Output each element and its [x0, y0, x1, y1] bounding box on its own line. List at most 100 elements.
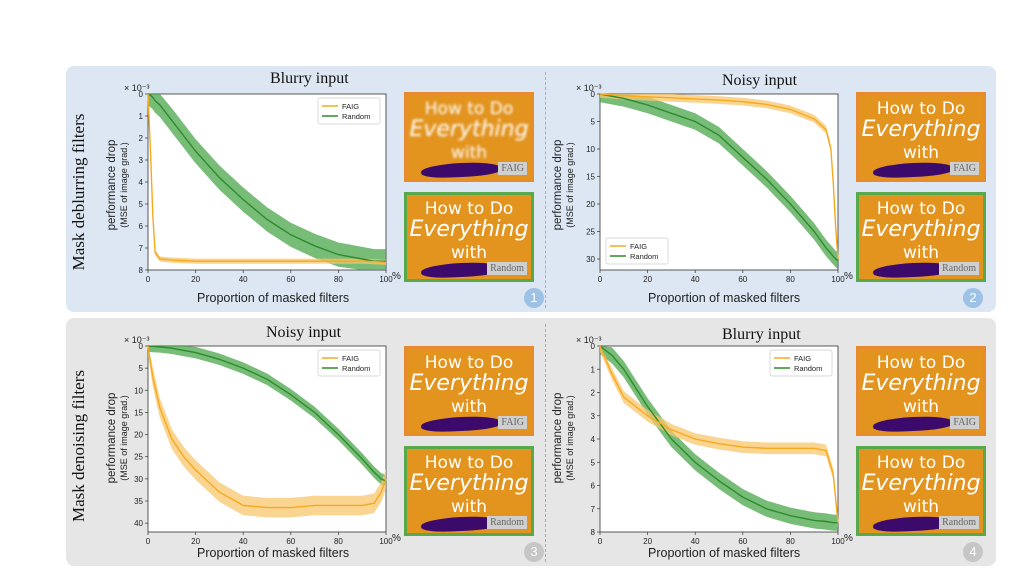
y-tick-label: 5 [139, 200, 144, 209]
panel-divider-top [545, 72, 546, 308]
panel-3-title: Noisy input [266, 324, 342, 341]
thumb-text-line1: How to Do [424, 453, 514, 473]
thumb-purple-shape [420, 160, 502, 179]
thumb-tag-random: Random [487, 516, 527, 529]
thumb-text-line3: with [450, 497, 488, 517]
panel-1-title: Blurry input [270, 70, 349, 87]
legend-box [769, 349, 833, 377]
legend-label-faig: FAIG [342, 102, 359, 111]
y-tick-label: 3 [139, 156, 144, 165]
thumb-text-line3: with [902, 243, 940, 263]
panel-1-xlabel: Proportion of masked filters [197, 291, 350, 305]
y-tick-label: 5 [591, 458, 596, 467]
panel-4-thumb-random: How to Do Everything with Random [856, 446, 986, 536]
y-tick-label: 5 [591, 118, 596, 127]
x-tick-label: 20 [191, 275, 200, 282]
x-tick-label: 60 [286, 275, 295, 282]
series-line-faig [147, 93, 387, 263]
panel-3-thumb-faig: How to Do Everything with FAIG [404, 346, 534, 436]
legend-box [317, 349, 381, 377]
panel-1-thumb-random: How to Do Everything with Random [404, 192, 534, 282]
x-tick-label: 40 [691, 537, 700, 544]
x-tick-label: 80 [334, 275, 343, 282]
x-tick-label: 20 [643, 537, 652, 544]
y-tick-label: 30 [134, 475, 143, 484]
x-tick-label: 100 [831, 275, 845, 282]
series-line-faig [599, 345, 839, 523]
y-multiplier-label: × 10⁻³ [576, 335, 602, 345]
y-tick-label: 15 [586, 173, 595, 182]
series-line-random [147, 93, 386, 262]
thumb-text-line1: How to Do [876, 353, 966, 373]
y-tick-label: 10 [586, 145, 595, 154]
y-tick-label: 5 [139, 364, 144, 373]
y-multiplier-label: × 10⁻³ [124, 335, 150, 345]
x-tick-label: 40 [239, 537, 248, 544]
legend-label-random: Random [342, 364, 370, 373]
y-tick-label: 15 [134, 408, 143, 417]
thumb-text-line2: Everything [861, 371, 981, 396]
y-tick-label: 25 [134, 453, 143, 462]
x-tick-label: 20 [191, 537, 200, 544]
y-tick-label: 35 [134, 497, 143, 506]
x-tick-label: 0 [146, 275, 151, 282]
y-tick-label: 30 [586, 255, 595, 264]
x-unit-label: % [392, 533, 401, 544]
panel-2-title: Noisy input [722, 72, 798, 89]
thumb-text-line2: Everything [861, 217, 981, 242]
legend-box [317, 97, 381, 125]
x-tick-label: 40 [691, 275, 700, 282]
thumb-text-line1: How to Do [876, 453, 966, 473]
y-tick-label: 7 [591, 505, 596, 514]
y-tick-label: 6 [591, 482, 596, 491]
thumb-tag-faig: FAIG [498, 416, 527, 429]
legend-label-faig: FAIG [342, 354, 359, 363]
thumb-text-line3: with [902, 497, 940, 517]
x-tick-label: 60 [286, 537, 295, 544]
y-tick-label: 2 [139, 134, 144, 143]
y-tick-label: 8 [591, 528, 596, 537]
x-unit-label: % [844, 533, 853, 544]
thumb-text-line2: Everything [409, 217, 529, 242]
series-band-random [148, 94, 386, 270]
thumb-purple-shape [872, 160, 954, 179]
panel-3-number-badge: 3 [524, 542, 544, 562]
panel-2-thumb-random: How to Do Everything with Random [856, 192, 986, 282]
thumb-text-line1: How to Do [876, 199, 966, 219]
series-band-random [600, 94, 838, 269]
series-line-random [599, 93, 839, 262]
thumb-text-line1: How to Do [876, 99, 966, 119]
thumb-tag-faig: FAIG [498, 162, 527, 175]
x-tick-label: 0 [598, 275, 603, 282]
y-tick-label: 0 [139, 342, 144, 351]
series-line-random [599, 345, 838, 524]
panel-4-xlabel: Proportion of masked filters [648, 546, 801, 560]
x-tick-label: 40 [239, 275, 248, 282]
series-line-random [147, 345, 387, 482]
thumb-text-line1: How to Do [424, 353, 514, 373]
x-unit-label: % [392, 271, 401, 282]
y-tick-label: 0 [591, 90, 596, 99]
x-tick-label: 100 [831, 537, 845, 544]
series-line-faig [147, 345, 387, 509]
panel-1-number-badge: 1 [524, 288, 544, 308]
legend-label-random: Random [630, 252, 658, 261]
thumb-text-line2: Everything [861, 117, 981, 142]
y-tick-label: 0 [139, 90, 144, 99]
thumb-text-line2: Everything [409, 371, 529, 396]
x-tick-label: 80 [786, 537, 795, 544]
y-tick-label: 1 [591, 365, 596, 374]
panel-4-title: Blurry input [722, 326, 801, 343]
legend-label-faig: FAIG [794, 354, 811, 363]
x-tick-label: 0 [598, 537, 603, 544]
y-tick-label: 6 [139, 222, 144, 231]
thumb-tag-random: Random [939, 516, 979, 529]
thumb-text-line3: with [902, 143, 940, 163]
y-tick-label: 8 [139, 266, 144, 275]
y-tick-label: 1 [139, 112, 144, 121]
thumb-text-line3: with [450, 243, 488, 263]
panel-2-thumb-faig: How to Do Everything with FAIG [856, 92, 986, 182]
